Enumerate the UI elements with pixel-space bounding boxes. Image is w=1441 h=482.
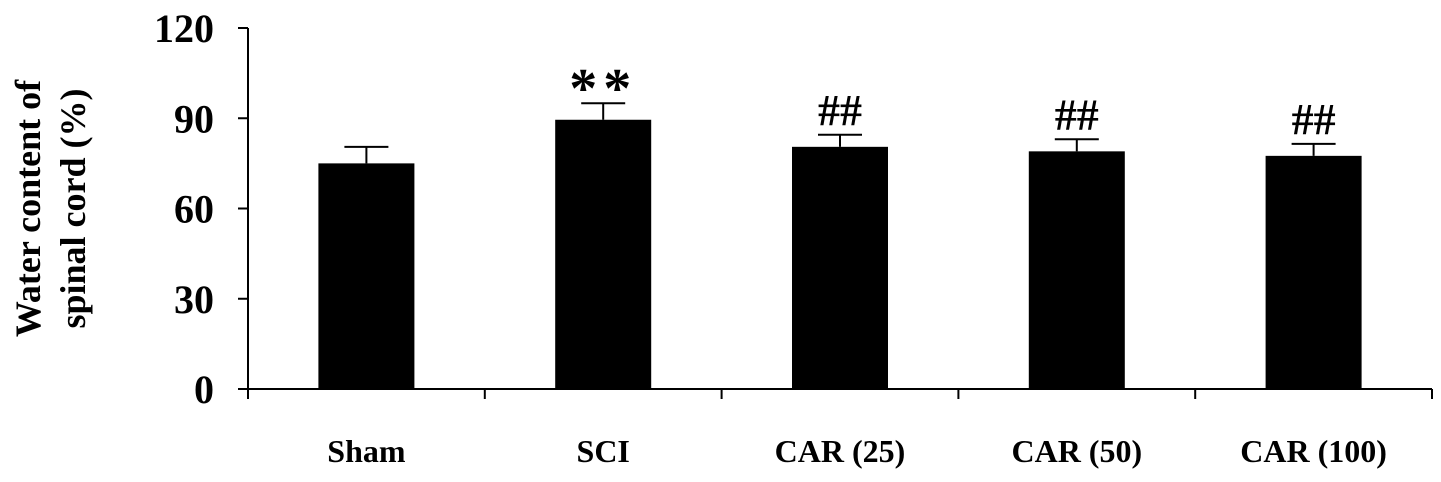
category-label: CAR (25)	[775, 433, 906, 469]
bar	[318, 163, 415, 389]
y-tick-label: 0	[194, 367, 214, 412]
bars	[318, 119, 1362, 390]
y-tick-label: 60	[174, 187, 214, 232]
significance-annotation: ##	[818, 86, 862, 135]
category-label: CAR (50)	[1011, 433, 1142, 469]
significance-annotation: ##	[1292, 95, 1336, 144]
significance-annotation: ##	[1055, 90, 1099, 139]
y-tick-label: 120	[154, 6, 214, 51]
y-axis-label-line: Water content of	[8, 79, 48, 337]
y-tick-label: 30	[174, 277, 214, 322]
category-label: SCI	[577, 433, 630, 469]
bar	[1265, 155, 1362, 389]
x-axis	[247, 388, 1433, 399]
category-labels: Sham SCI CAR (25) CAR (50) CAR (100)	[327, 433, 1387, 469]
y-axis-label-line: spinal cord (%)	[53, 88, 93, 328]
y-axis: 0 30 60 90 120	[154, 6, 249, 412]
bar	[792, 146, 888, 389]
bar	[555, 119, 652, 390]
significance-annotations: ** ## ## ##	[569, 58, 1335, 144]
category-label: CAR (100)	[1240, 433, 1387, 469]
y-axis-label: Water content of spinal cord (%)	[8, 79, 93, 337]
category-label: Sham	[327, 433, 406, 469]
error-bars	[344, 102, 1336, 164]
bar	[1028, 151, 1125, 389]
significance-annotation: **	[569, 58, 637, 120]
y-tick-label: 90	[174, 96, 214, 141]
